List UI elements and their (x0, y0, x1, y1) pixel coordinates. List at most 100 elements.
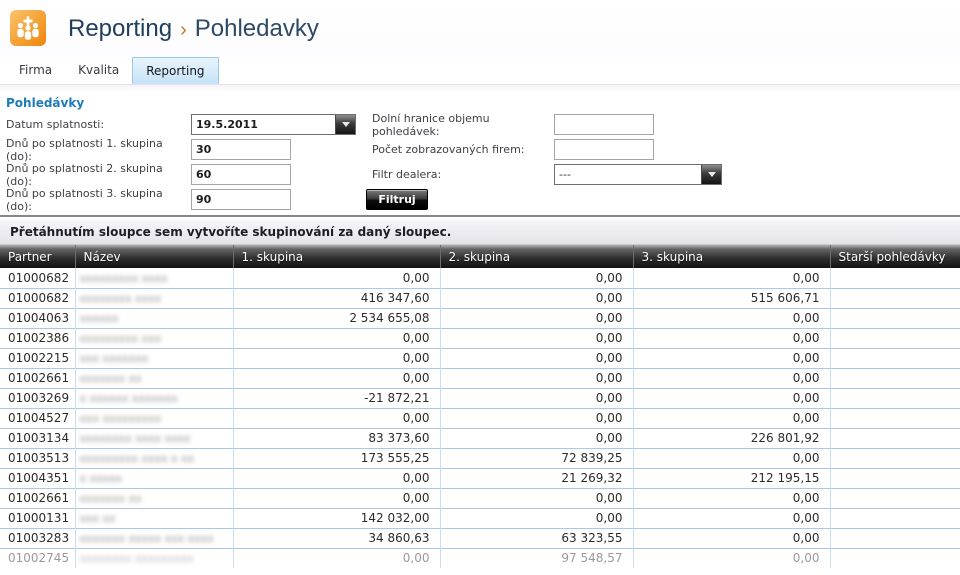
partner-cell: 01002745 (0, 547, 76, 568)
skupina2-cell: 0,00 (440, 427, 634, 448)
nazev-cell: xxx xx (75, 507, 234, 528)
group-by-drop-zone[interactable]: Přetáhnutím sloupce sem vytvoříte skupin… (0, 219, 960, 245)
skupina2-cell: 0,00 (440, 287, 634, 308)
table-row[interactable]: 01003269 x xxxxxx xxxxxxx -21 872,21 0,00 0,… (0, 387, 960, 408)
skupina3-cell: 0,00 (633, 487, 831, 508)
starsi-cell (830, 407, 960, 428)
starsi-cell (830, 527, 960, 548)
skupina3-cell: 0,00 (633, 268, 831, 288)
nazev-cell: xxxxxxxx xxxxxxxxx (75, 547, 234, 568)
starsi-cell (830, 268, 960, 288)
redacted-name: xxxxxxxx xxxxxxxxx (79, 552, 194, 566)
nazev-cell: xxx xxxxxxx (75, 347, 234, 368)
table-row[interactable]: 01002661 xxxxxxx xx 0,00 0,00 0,00 (0, 367, 960, 388)
partner-cell: 01002215 (0, 347, 76, 368)
partner-cell: 01000682 (0, 287, 76, 308)
skupina2-cell: 0,00 (440, 367, 634, 388)
page-title: Reporting › Pohledavky (68, 15, 319, 43)
skupina2-cell: 0,00 (440, 507, 634, 528)
filter-panel: Datum splatnosti: 19.5.2011 Dolní hranic… (0, 112, 960, 213)
tab-firma[interactable]: Firma (19, 63, 53, 77)
receivables-table-body: 01000682 xxxxxxxxx xxxx 0,00 0,00 0,00 010006… (0, 268, 960, 568)
skupina1-input[interactable] (191, 139, 291, 160)
redacted-name: xxxxxx (79, 312, 119, 325)
table-row[interactable]: 01003513 xxxxxxxxx xxxx x xx 173 555,25 72 … (0, 447, 960, 468)
filtruj-button[interactable]: Filtruj (366, 189, 428, 210)
tab-reporting[interactable]: Reporting (132, 57, 219, 84)
column-header-skupina3[interactable]: 3. skupina (633, 245, 831, 268)
partner-cell: 01002661 (0, 487, 76, 508)
partner-cell: 01000682 (0, 268, 76, 288)
column-header-nazev[interactable]: Název (75, 245, 234, 268)
table-header-row: Partner Název 1. skupina 2. skupina 3. s… (0, 245, 960, 268)
table-row[interactable]: 01000682 xxxxxxxx xxxx 416 347,60 0,00 515 6… (0, 287, 960, 308)
partner-cell: 01004527 (0, 407, 76, 428)
starsi-cell (830, 487, 960, 508)
table-row[interactable]: 01000131 xxx xx 142 032,00 0,00 0,00 (0, 507, 960, 528)
skupina3-cell: 0,00 (633, 347, 831, 368)
table-row[interactable]: 01002661 xxxxxxx xx 0,00 0,00 0,00 (0, 487, 960, 508)
table-row[interactable]: 01000682 xxxxxxxxx xxxx 0,00 0,00 0,00 (0, 268, 960, 288)
dolni-hranice-input[interactable] (554, 114, 654, 135)
redacted-name: xxxxxxxxx xxx (79, 332, 162, 345)
skupina2-cell: 0,00 (440, 307, 634, 328)
skupina2-input[interactable] (191, 164, 291, 185)
table-row[interactable]: 01002215 xxx xxxxxxx 0,00 0,00 0,00 (0, 347, 960, 368)
datum-dropdown-button[interactable] (335, 115, 355, 134)
skupina3-cell: 0,00 (633, 447, 831, 468)
skupina2-cell: 72 839,25 (440, 447, 634, 468)
nazev-cell: xxx xxxxxxxxx (75, 407, 234, 428)
datum-splatnosti-dropdown[interactable]: 19.5.2011 (191, 114, 356, 135)
skupina3-input[interactable] (191, 189, 291, 210)
partner-cell: 01003513 (0, 447, 76, 468)
partner-cell: 01004351 (0, 467, 76, 488)
nazev-cell: xxxxxxxx xxxx xxxx (75, 427, 234, 448)
redacted-name: xxxxxxx xx (79, 372, 142, 385)
datum-splatnosti-label: Datum splatnosti: (6, 118, 105, 131)
starsi-cell (830, 327, 960, 348)
table-row[interactable]: 01002386 xxxxxxxxx xxx 0,00 0,00 0,00 (0, 327, 960, 348)
redacted-name: xxxxxxxx xxxx (79, 292, 162, 305)
filtr-dealera-label: Filtr dealera: (372, 168, 442, 181)
table-row[interactable]: 01004527 xxx xxxxxxxxx 0,00 0,00 0,00 (0, 407, 960, 428)
skupina2-label: Dnů po splatnosti 2. skupina (do): (6, 161, 163, 188)
table-row[interactable]: 01003283 xxxxxxx xxxxx xxx xxxx 34 860,63 6… (0, 527, 960, 548)
filter-row-1: Datum splatnosti: 19.5.2011 Dolní hranic… (0, 112, 960, 138)
skupina1-cell: 0,00 (233, 268, 441, 288)
main-tabbar: Firma Kvalita Reporting (0, 57, 960, 85)
dealer-dropdown-button[interactable] (701, 165, 721, 184)
skupina1-cell: 0,00 (233, 347, 441, 368)
filter-row-3: Dnů po splatnosti 2. skupina (do): Filtr… (0, 161, 960, 188)
skupina1-cell: 0,00 (233, 547, 441, 568)
section-title-pohledavky[interactable]: Pohledávky (6, 96, 85, 110)
skupina2-cell: 21 269,32 (440, 467, 634, 488)
partner-cell: 01000131 (0, 507, 76, 528)
partner-cell: 01004063 (0, 307, 76, 328)
column-header-partner[interactable]: Partner (0, 245, 76, 268)
redacted-name: xxxxxxxx xxxx xxxx (79, 432, 191, 445)
table-row[interactable]: 01002745 xxxxxxxx xxxxxxxxx 0,00 97 548,57 0… (0, 547, 960, 568)
skupina3-cell: 0,00 (633, 367, 831, 388)
table-row[interactable]: 01004063 xxxxxx 2 534 655,08 0,00 0,00 (0, 307, 960, 328)
column-header-starsi[interactable]: Starší pohledávky (830, 245, 960, 268)
nazev-cell: xxxxxxxxx xxxx (75, 268, 234, 288)
receivables-table: Partner Název 1. skupina 2. skupina 3. s… (0, 245, 960, 568)
nazev-cell: xxxxxxxxx xxx (75, 327, 234, 348)
skupina3-cell: 226 801,92 (633, 427, 831, 448)
filtr-dealera-dropdown[interactable]: --- (554, 164, 722, 185)
chevron-down-icon (341, 122, 350, 127)
redacted-name: xxxxxxxxx xxxx x xx (79, 452, 195, 465)
starsi-cell (830, 387, 960, 408)
tab-kvalita[interactable]: Kvalita (78, 63, 120, 77)
filter-separator (0, 212, 960, 219)
column-header-skupina1[interactable]: 1. skupina (233, 245, 441, 268)
table-row[interactable]: 01003134 xxxxxxxx xxxx xxxx 83 373,60 0,00 2… (0, 427, 960, 448)
skupina2-cell: 63 323,55 (440, 527, 634, 548)
skupina3-cell: 0,00 (633, 407, 831, 428)
pocet-firem-input[interactable] (554, 139, 654, 160)
table-row[interactable]: 01004351 x xxxxx 0,00 21 269,32 212 195,15 (0, 467, 960, 488)
column-header-skupina2[interactable]: 2. skupina (440, 245, 634, 268)
skupina3-cell: 0,00 (633, 387, 831, 408)
redacted-name: xxxxxxxxx xxxx (79, 271, 168, 285)
chevron-down-icon (707, 172, 716, 177)
